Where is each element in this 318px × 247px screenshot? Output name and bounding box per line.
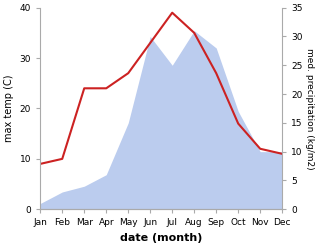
X-axis label: date (month): date (month)	[120, 233, 203, 243]
Y-axis label: med. precipitation (kg/m2): med. precipitation (kg/m2)	[305, 48, 314, 169]
Y-axis label: max temp (C): max temp (C)	[4, 75, 14, 142]
